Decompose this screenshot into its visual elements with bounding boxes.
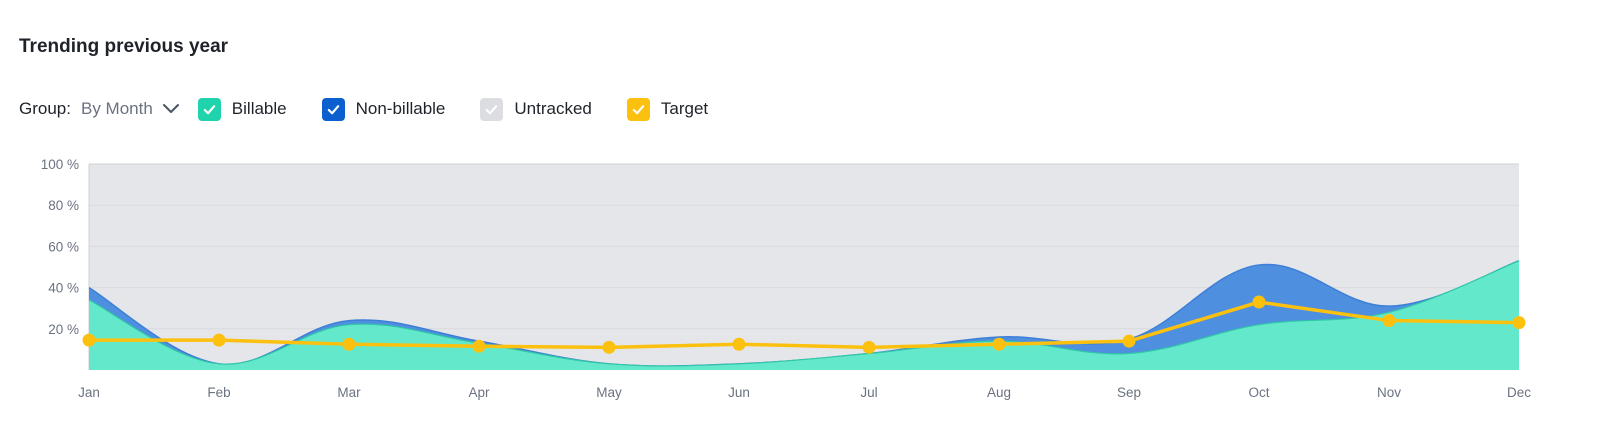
target-point-may	[602, 340, 616, 354]
group-label: Group:	[19, 99, 71, 118]
x-tick-label-mar: Mar	[337, 385, 361, 400]
target-point-oct	[1252, 295, 1266, 309]
y-tick-label: 80 %	[48, 198, 79, 213]
x-tick-label-sep: Sep	[1117, 385, 1141, 400]
target-point-feb	[212, 333, 226, 347]
billable-line	[88, 260, 1520, 367]
legend-billable-toggle[interactable]: Billable	[197, 97, 287, 121]
target-point-sep	[1122, 334, 1136, 348]
x-tick-label-aug: Aug	[987, 385, 1011, 400]
billable-checkbox[interactable]	[197, 97, 221, 121]
target-point-jul	[862, 340, 876, 354]
check-icon	[632, 104, 645, 114]
chart-controls: Group: By Month Billable Non-billable Un…	[19, 94, 743, 124]
y-tick-label: 60 %	[48, 239, 79, 254]
x-tick-label-jan: Jan	[78, 385, 100, 400]
chevron-down-icon	[162, 104, 179, 113]
untracked-area	[89, 164, 1519, 370]
x-tick-label-feb: Feb	[207, 385, 230, 400]
target-checkbox[interactable]	[626, 97, 650, 121]
legend-untracked-label: Untracked	[514, 99, 592, 118]
x-tick-label-jul: Jul	[860, 385, 877, 400]
legend-billable-label: Billable	[231, 99, 287, 118]
y-tick-label: 40 %	[48, 281, 79, 296]
x-tick-label-may: May	[596, 385, 622, 400]
group-by-dropdown[interactable]: By Month	[81, 99, 180, 119]
target-point-apr	[472, 339, 486, 353]
y-tick-label: 20 %	[48, 322, 79, 337]
trend-chart: 100 % 80 % 60 % 40 % 20 % Jan Feb Mar Apr May Jun J…	[41, 157, 1532, 400]
untracked-checkbox[interactable]	[480, 97, 504, 121]
check-icon	[327, 104, 339, 114]
y-tick-label: 100 %	[41, 157, 79, 172]
target-point-jan	[82, 333, 96, 347]
legend-untracked-toggle[interactable]: Untracked	[480, 97, 592, 121]
legend-non-billable-label: Non-billable	[355, 99, 446, 118]
target-line	[89, 300, 1520, 350]
legend-target-toggle[interactable]: Target	[626, 97, 709, 121]
target-point-aug	[992, 337, 1006, 351]
x-tick-label-oct: Oct	[1248, 385, 1269, 400]
check-icon	[486, 104, 498, 114]
x-tick-label-dec: Dec	[1507, 385, 1531, 400]
target-point-nov	[1382, 314, 1396, 328]
target-point-jun	[732, 337, 746, 351]
group-by-value: By Month	[80, 99, 153, 118]
target-point-dec	[1512, 316, 1526, 330]
billable-area	[89, 260, 1519, 370]
target-point-mar	[342, 337, 356, 351]
legend-target-label: Target	[660, 99, 709, 118]
check-icon	[203, 104, 216, 114]
chart-title: Trending previous year	[19, 36, 229, 57]
x-tick-label-apr: Apr	[468, 385, 490, 400]
x-tick-label-nov: Nov	[1377, 385, 1401, 400]
legend-non-billable-toggle[interactable]: Non-billable	[321, 97, 446, 121]
non-billable-checkbox[interactable]	[321, 97, 345, 121]
x-tick-label-jun: Jun	[728, 385, 750, 400]
